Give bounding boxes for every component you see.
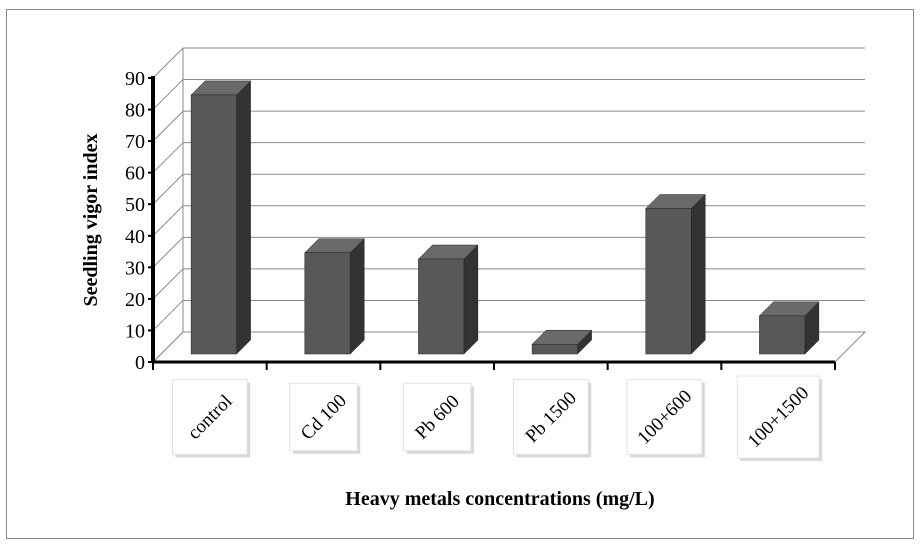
gridline-depth	[152, 142, 184, 174]
bar	[645, 193, 706, 355]
bar-front	[531, 343, 578, 355]
y-tick-label: 20	[125, 289, 145, 311]
y-tick-label: 90	[125, 68, 145, 90]
label-box	[512, 379, 589, 455]
y-tick-label: 0	[135, 352, 145, 374]
bar	[304, 238, 365, 355]
x-category-label: control	[171, 379, 251, 458]
label-box	[171, 379, 248, 455]
y-tick-labels: 0 10 20 30 40 50 60 70 80 90	[125, 68, 145, 374]
x-category-label: 100+1500	[736, 375, 823, 461]
bar-side	[236, 80, 251, 355]
bar-front	[190, 94, 237, 355]
x-category-labels: control Cd 100 Pb 600 Pb 1500 100+600 100+150…	[171, 375, 823, 461]
x-category-label: Cd 100	[289, 382, 361, 454]
y-axis-title: Seedling vigor index	[80, 134, 102, 307]
y-tick-label: 40	[125, 226, 145, 248]
x-category-label: Pb 1500	[512, 379, 592, 458]
bar-front	[304, 252, 351, 355]
x-category-label: Pb 600	[402, 382, 474, 454]
gridline-depth	[152, 268, 184, 300]
bars	[190, 80, 820, 355]
label-box	[736, 375, 820, 459]
gridline-depth	[152, 173, 184, 205]
y-tick-label: 50	[125, 194, 145, 216]
gridline-depth	[152, 300, 184, 331]
bar-side	[690, 193, 706, 355]
bar-side	[349, 238, 365, 355]
x-category-label: 100+600	[626, 379, 705, 458]
gridline-depth	[152, 236, 184, 268]
floor	[151, 331, 867, 363]
bar-front	[759, 315, 806, 355]
label-box	[289, 382, 358, 452]
gridline-depth	[152, 79, 184, 110]
y-tick-label: 60	[125, 163, 145, 185]
bar	[758, 301, 820, 355]
bar-side	[463, 244, 479, 355]
bar	[190, 80, 252, 355]
x-axis-title: Heavy metals concentrations (mg/L)	[345, 488, 654, 510]
gridline-depth	[152, 47, 184, 79]
y-tick-label: 80	[125, 100, 145, 122]
bar-front	[645, 208, 692, 355]
chart-walls	[151, 48, 867, 363]
label-box	[626, 379, 703, 455]
gridline-depth	[152, 331, 184, 363]
y-tick-label: 30	[125, 257, 145, 279]
y-tick-label: 10	[125, 320, 145, 342]
gridlines	[152, 47, 865, 363]
bar	[531, 329, 593, 355]
bar	[417, 244, 479, 355]
bar-front	[418, 258, 465, 355]
y-tick-label: 70	[125, 131, 145, 153]
label-box	[402, 382, 472, 452]
axes	[148, 76, 836, 370]
gridline-depth	[152, 205, 184, 237]
gridline-depth	[152, 110, 184, 142]
